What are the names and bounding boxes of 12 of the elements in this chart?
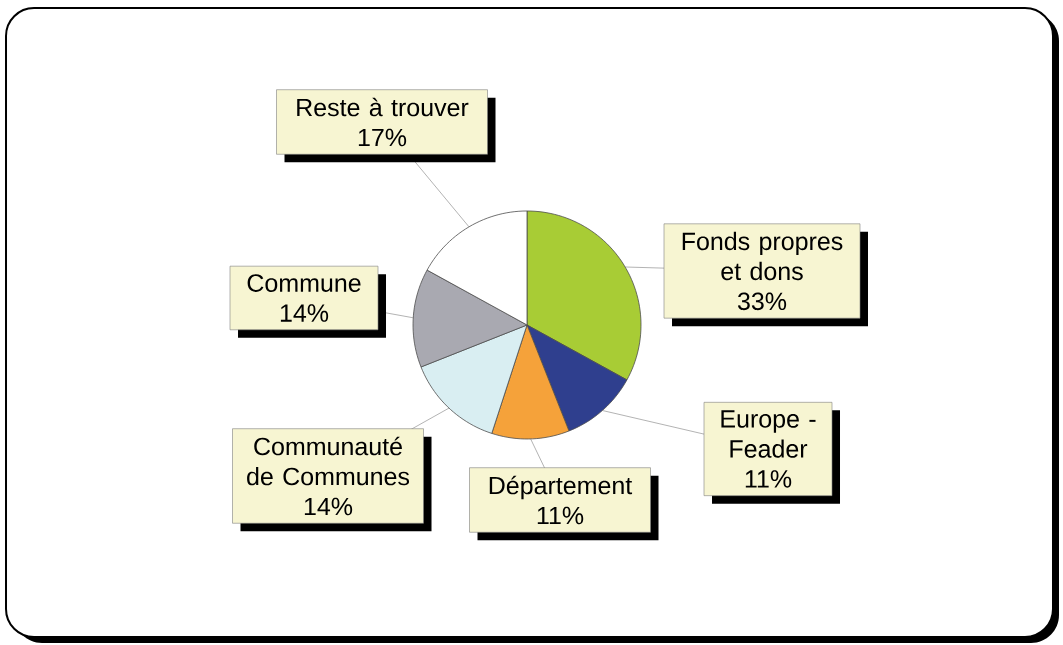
data-label: 11% bbox=[745, 470, 792, 488]
slice-label: Département bbox=[489, 475, 633, 500]
data-label: 33% bbox=[737, 292, 787, 311]
data-label: 11% bbox=[537, 506, 584, 525]
data-label: 14% bbox=[304, 497, 353, 516]
slice-label: Communauté de Communes bbox=[247, 436, 410, 486]
slice-label: Europe - Feader bbox=[721, 410, 816, 458]
data-label: 14% bbox=[280, 304, 329, 322]
slice-label: Fonds propres et dons bbox=[682, 231, 843, 281]
slice-label: Reste à trouver bbox=[297, 97, 469, 117]
data-label: 17% bbox=[358, 128, 407, 147]
slice-label: Commune bbox=[247, 274, 361, 292]
